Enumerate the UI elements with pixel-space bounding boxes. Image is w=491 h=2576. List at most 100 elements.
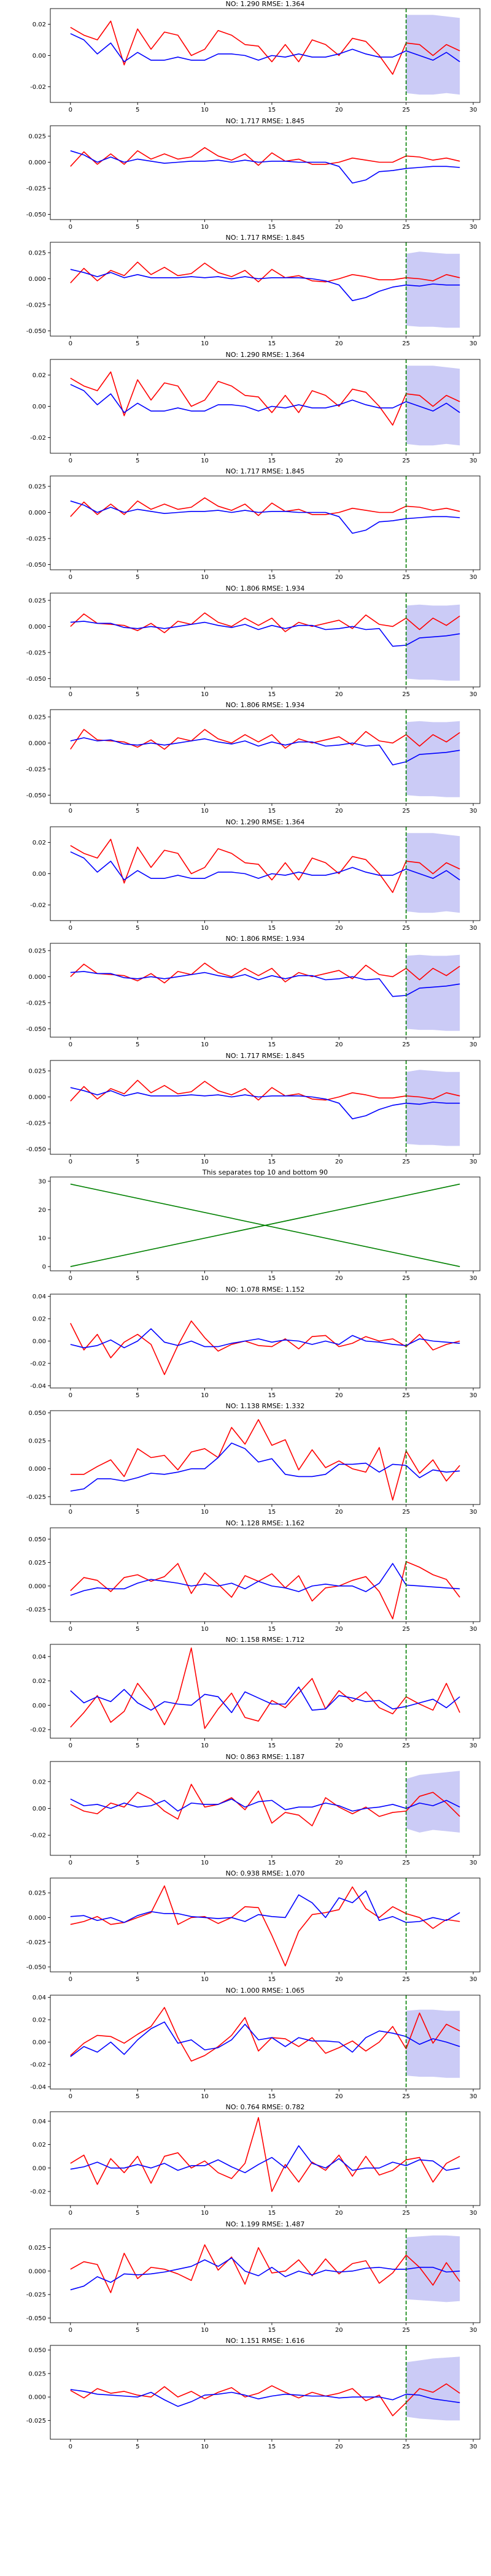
x-tick-label: 25 <box>402 1509 410 1516</box>
x-tick-label: 30 <box>470 458 477 464</box>
subplot-title: NO: 1.717 RMSE: 1.845 <box>226 234 305 242</box>
x-tick-label: 25 <box>402 1392 410 1399</box>
predicted-line <box>70 1328 460 1349</box>
x-tick-label: 15 <box>268 925 276 932</box>
subplot-20: NO: 1.151 RMSE: 1.616 0 5 10 15 20 25 30 -0.025 0… <box>26 2337 481 2450</box>
plot-area <box>70 593 460 687</box>
x-tick-label: 15 <box>268 458 276 464</box>
separator-line <box>70 1183 460 1267</box>
y-tick-label: 0.000 <box>28 510 46 516</box>
y-tick-label: -0.02 <box>30 2061 46 2068</box>
subplot-title: NO: 1.290 RMSE: 1.364 <box>226 0 305 8</box>
y-tick-label: 0.00 <box>33 53 46 59</box>
actual-line <box>70 612 460 634</box>
x-tick-label: 5 <box>136 107 139 113</box>
uncertainty-band <box>406 251 460 328</box>
predicted-line <box>70 737 460 765</box>
x-tick-label: 0 <box>69 925 72 932</box>
subplot-title: NO: 0.764 RMSE: 0.782 <box>226 2103 305 2111</box>
x-tick-label: 20 <box>335 808 343 815</box>
x-tick-label: 25 <box>402 574 410 581</box>
x-tick-label: 15 <box>268 2327 276 2334</box>
x-tick-label: 0 <box>69 1509 72 1516</box>
predicted-line <box>70 1087 460 1119</box>
axes-frame <box>50 125 481 220</box>
subplot-13: NO: 1.128 RMSE: 1.162 0 5 10 15 20 25 30 -0.025 0… <box>26 1519 481 1633</box>
predicted-line <box>70 2257 460 2291</box>
axes-frame <box>50 1176 481 1271</box>
actual-line <box>70 2117 460 2192</box>
y-tick-label: 0.025 <box>28 250 46 257</box>
axes-frame <box>50 1060 481 1155</box>
predicted-line <box>70 269 460 302</box>
x-tick-label: 25 <box>402 1742 410 1749</box>
x-tick-label: 15 <box>268 808 276 815</box>
y-tick-label: 0.02 <box>33 840 46 846</box>
y-tick-label: 0.02 <box>33 2142 46 2149</box>
y-tick-label: -0.050 <box>26 2315 46 2322</box>
subplot-9: NO: 1.717 RMSE: 1.845 0 5 10 15 20 25 30 -0.050 -… <box>26 1052 481 1165</box>
x-tick-label: 5 <box>136 1626 139 1633</box>
predicted-line <box>70 1798 460 1812</box>
axes-frame <box>50 2228 481 2323</box>
x-tick-label: 15 <box>268 2210 276 2217</box>
x-tick-label: 30 <box>470 2093 477 2100</box>
predicted-line <box>70 150 460 184</box>
x-tick-label: 10 <box>201 1159 209 1165</box>
plot-area <box>70 1060 460 1154</box>
y-tick-label: 0.050 <box>28 1410 46 1417</box>
plot-area <box>70 1761 460 1855</box>
plot-area <box>70 2112 460 2206</box>
x-tick-label: 20 <box>335 925 343 932</box>
actual-line <box>70 1647 460 1729</box>
x-tick-label: 0 <box>69 2093 72 2100</box>
x-tick-label: 5 <box>136 574 139 581</box>
plot-area <box>70 2345 460 2439</box>
uncertainty-band <box>406 1070 460 1146</box>
x-tick-label: 30 <box>470 1509 477 1516</box>
y-tick-label: 0.025 <box>28 1560 46 1566</box>
uncertainty-band <box>406 604 460 681</box>
y-tick-label: 0.025 <box>28 714 46 721</box>
x-tick-label: 30 <box>470 340 477 347</box>
axes-frame <box>50 1877 481 1972</box>
x-tick-label: 25 <box>402 1041 410 1048</box>
x-tick-label: 15 <box>268 2093 276 2100</box>
y-tick-label: -0.02 <box>30 1360 46 1367</box>
y-tick-label: 0.000 <box>28 1094 46 1101</box>
x-tick-label: 10 <box>201 2093 209 2100</box>
plot-area <box>70 827 460 921</box>
plot-area <box>70 126 460 220</box>
plot-area <box>70 2229 460 2323</box>
x-tick-label: 10 <box>201 2444 209 2450</box>
actual-line <box>70 1320 460 1375</box>
x-tick-label: 5 <box>136 2093 139 2100</box>
y-tick-label: -0.025 <box>26 1121 46 1127</box>
predicted-line <box>70 500 460 534</box>
subplot-title: NO: 1.806 RMSE: 1.934 <box>226 701 305 709</box>
y-tick-label: 0.000 <box>28 2394 46 2401</box>
axes-frame <box>50 242 481 337</box>
x-tick-label: 30 <box>470 808 477 815</box>
x-tick-label: 0 <box>69 2210 72 2217</box>
subplot-title: NO: 1.717 RMSE: 1.845 <box>226 1052 305 1060</box>
x-tick-label: 10 <box>201 1626 209 1633</box>
x-tick-label: 20 <box>335 1041 343 1048</box>
y-tick-label: 0.050 <box>28 1536 46 1543</box>
x-tick-label: 20 <box>335 2327 343 2334</box>
y-tick-label: -0.050 <box>26 328 46 335</box>
x-tick-label: 10 <box>201 1275 209 1282</box>
x-tick-label: 20 <box>335 1860 343 1866</box>
y-tick-label: -0.025 <box>26 766 46 773</box>
y-tick-label: 0.025 <box>28 597 46 604</box>
y-tick-label: -0.04 <box>30 1383 46 1390</box>
subplot-title: This separates top 10 and bottom 90 <box>202 1168 328 1176</box>
x-tick-label: 25 <box>402 808 410 815</box>
plot-area <box>70 1528 460 1622</box>
x-tick-label: 5 <box>136 2444 139 2450</box>
subplot-title: NO: 1.717 RMSE: 1.845 <box>226 117 305 125</box>
plot-area <box>70 359 460 453</box>
x-tick-label: 15 <box>268 1860 276 1866</box>
x-tick-label: 10 <box>201 574 209 581</box>
y-tick-label: 0.02 <box>33 1678 46 1685</box>
